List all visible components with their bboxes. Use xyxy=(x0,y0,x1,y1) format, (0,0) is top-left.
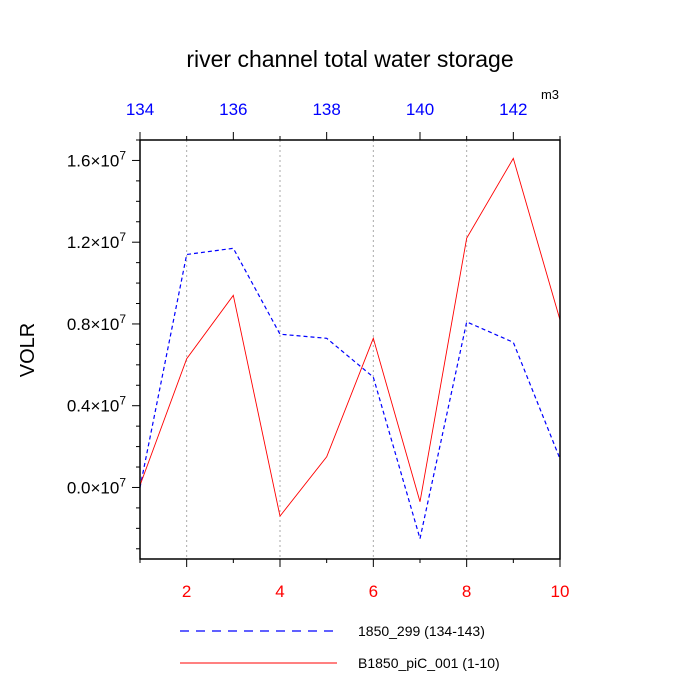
chart-title: river channel total water storage xyxy=(186,46,513,72)
x-bottom-tick-label: 10 xyxy=(551,582,570,601)
y-tick-label: 1.2×107 xyxy=(67,230,126,252)
y-tick-label: 0.4×107 xyxy=(67,394,126,416)
series-line-2 xyxy=(139,157,561,518)
legend: 1850_299 (134-143) B1850_piC_001 (1-10) xyxy=(180,623,500,671)
legend-label-2: B1850_piC_001 (1-10) xyxy=(358,655,500,671)
x-top-tick-label: 136 xyxy=(219,100,247,119)
axes: 2 4 6 8 10 134 136 138 140 142 0.0×107 0.4×107 0.8×1… xyxy=(67,100,570,601)
x-top-tick-label: 138 xyxy=(312,100,340,119)
y-tick-label: 0.0×107 xyxy=(67,475,126,497)
x-bottom-tick-label: 8 xyxy=(462,582,471,601)
x-bottom-tick-label: 6 xyxy=(369,582,378,601)
plot-frame xyxy=(139,139,561,560)
legend-label-1: 1850_299 (134-143) xyxy=(358,623,485,639)
x-top-tick-label: 134 xyxy=(126,100,154,119)
y-tick-label: 0.8×107 xyxy=(67,312,126,334)
plot-series xyxy=(139,157,561,539)
units-label: m3 xyxy=(541,87,559,102)
x-bottom-tick-label: 4 xyxy=(275,582,284,601)
x-bottom-tick-label: 2 xyxy=(182,582,191,601)
x-top-tick-label: 140 xyxy=(406,100,434,119)
grid xyxy=(186,140,468,559)
x-top-tick-label: 142 xyxy=(499,100,527,119)
series-line-1 xyxy=(139,247,561,539)
y-tick-label: 1.6×107 xyxy=(67,148,126,170)
y-axis-label: VOLR xyxy=(17,323,39,377)
